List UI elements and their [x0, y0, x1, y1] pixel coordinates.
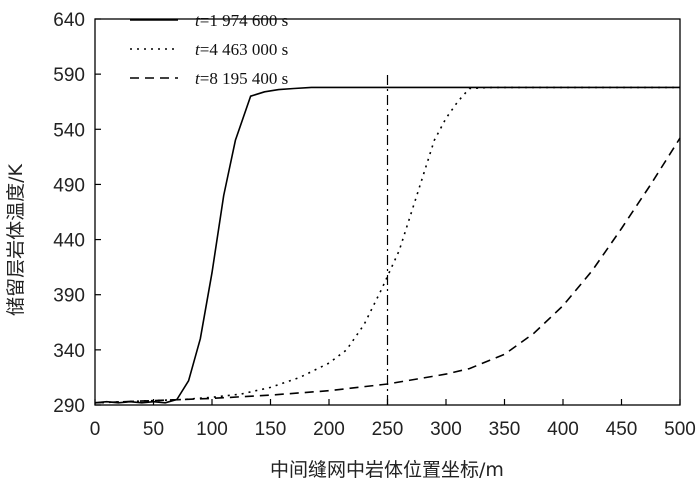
legend: t=1 974 600 st=4 463 000 st=8 195 400 s: [130, 11, 288, 88]
x-axis-label: 中间缝网中岩体位置坐标/m: [270, 459, 504, 481]
legend-entry-italic: t: [195, 11, 201, 30]
x-tick-label: 450: [606, 419, 638, 440]
x-tick-label: 0: [90, 419, 101, 440]
series-line-3: [94, 137, 681, 404]
y-tick-label: 390: [53, 286, 85, 307]
y-axis-label: 储留层岩体温度/K: [5, 164, 27, 316]
x-tick-label: 50: [143, 419, 164, 440]
x-tick-label: 150: [255, 419, 287, 440]
legend-entry-value: =8 195 400 s: [200, 69, 288, 88]
legend-entry-2: t=4 463 000 s: [195, 40, 288, 59]
x-tick-label: 250: [372, 419, 404, 440]
x-tick-label: 350: [489, 419, 521, 440]
legend-entry-3: t=8 195 400 s: [195, 69, 288, 88]
x-tick-label: 400: [547, 419, 579, 440]
legend-entry-value: =1 974 600 s: [200, 11, 288, 30]
x-tick-label: 300: [430, 419, 462, 440]
y-tick-label: 640: [53, 10, 85, 31]
legend-entry-italic: t: [195, 40, 201, 59]
y-tick-label: 290: [53, 396, 85, 417]
series-line-2: [94, 86, 680, 404]
legend-entry-italic: t: [195, 69, 201, 88]
y-tick-label: 440: [53, 231, 85, 252]
x-tick-label: 500: [664, 419, 696, 440]
y-tick-label: 490: [53, 175, 85, 196]
series-line-1: [94, 86, 680, 404]
y-tick-label: 590: [53, 65, 85, 86]
legend-entry-value: =4 463 000 s: [200, 40, 288, 59]
series-layer: [94, 86, 681, 404]
legend-entry-1: t=1 974 600 s: [195, 11, 288, 30]
x-tick-label: 200: [313, 419, 345, 440]
x-tick-label: 100: [196, 419, 228, 440]
ticks-layer: 0 50 100 150 200 250 300 350 400 450 500 290 340 390 4…: [53, 10, 696, 440]
y-tick-label: 340: [53, 341, 85, 362]
y-tick-label: 540: [53, 120, 85, 141]
